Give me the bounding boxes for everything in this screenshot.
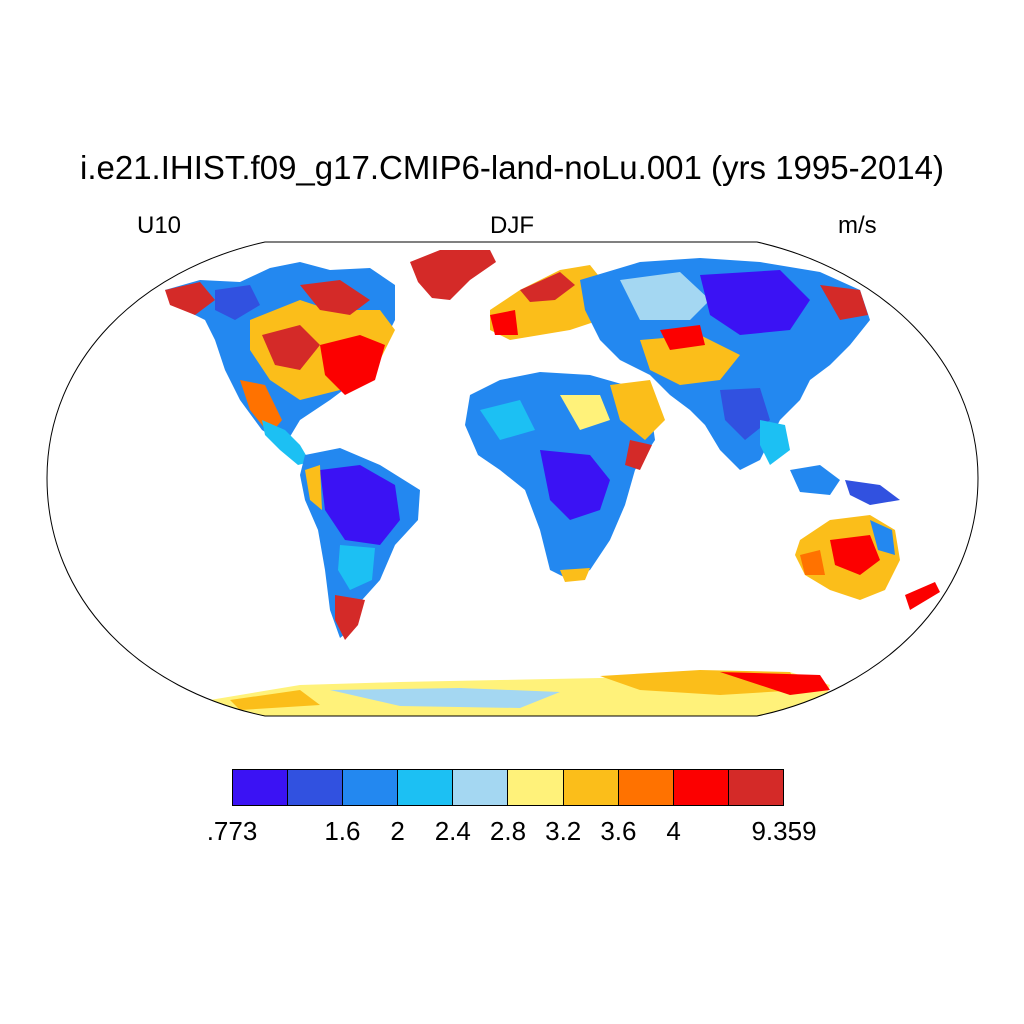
colorbar-box — [398, 770, 454, 805]
colorbar-label: 2.8 — [489, 816, 527, 846]
colorbar-box — [508, 770, 564, 805]
colorbar-box — [618, 770, 674, 805]
variable-label: U10 — [137, 212, 182, 239]
colorbar-label: 4 — [666, 816, 681, 846]
colorbar-labels: .773 1.6 2 2.4 2.8 3.2 3.6 4 9.359 — [0, 814, 1024, 850]
colorbar-box — [288, 770, 344, 805]
greenland-region — [410, 250, 496, 300]
colorbar-label: 2 — [390, 816, 405, 846]
colorbar-label: 2.4 — [434, 816, 471, 846]
colorbar — [232, 769, 784, 806]
units-label: m/s — [838, 212, 877, 239]
colorbar-box — [673, 770, 729, 805]
plot-title: i.e21.IHIST.f09_g17.CMIP6-land-noLu.001 … — [79, 149, 944, 186]
colorbar-box — [728, 770, 783, 805]
map-border — [46, 241, 979, 717]
colorbar-box — [563, 770, 619, 805]
colorbar-box — [453, 770, 509, 805]
colorbar-box — [233, 770, 289, 805]
europe-region — [490, 265, 610, 340]
season-label: DJF — [490, 212, 534, 239]
land-field — [165, 250, 940, 716]
colorbar-label: .773 — [206, 816, 258, 846]
colorbar-label: 3.2 — [545, 816, 582, 846]
colorbar-label: 9.359 — [751, 816, 817, 846]
colorbar-label: 1.6 — [324, 816, 361, 846]
colorbar-label: 3.6 — [600, 816, 637, 846]
colorbar-box — [343, 770, 399, 805]
